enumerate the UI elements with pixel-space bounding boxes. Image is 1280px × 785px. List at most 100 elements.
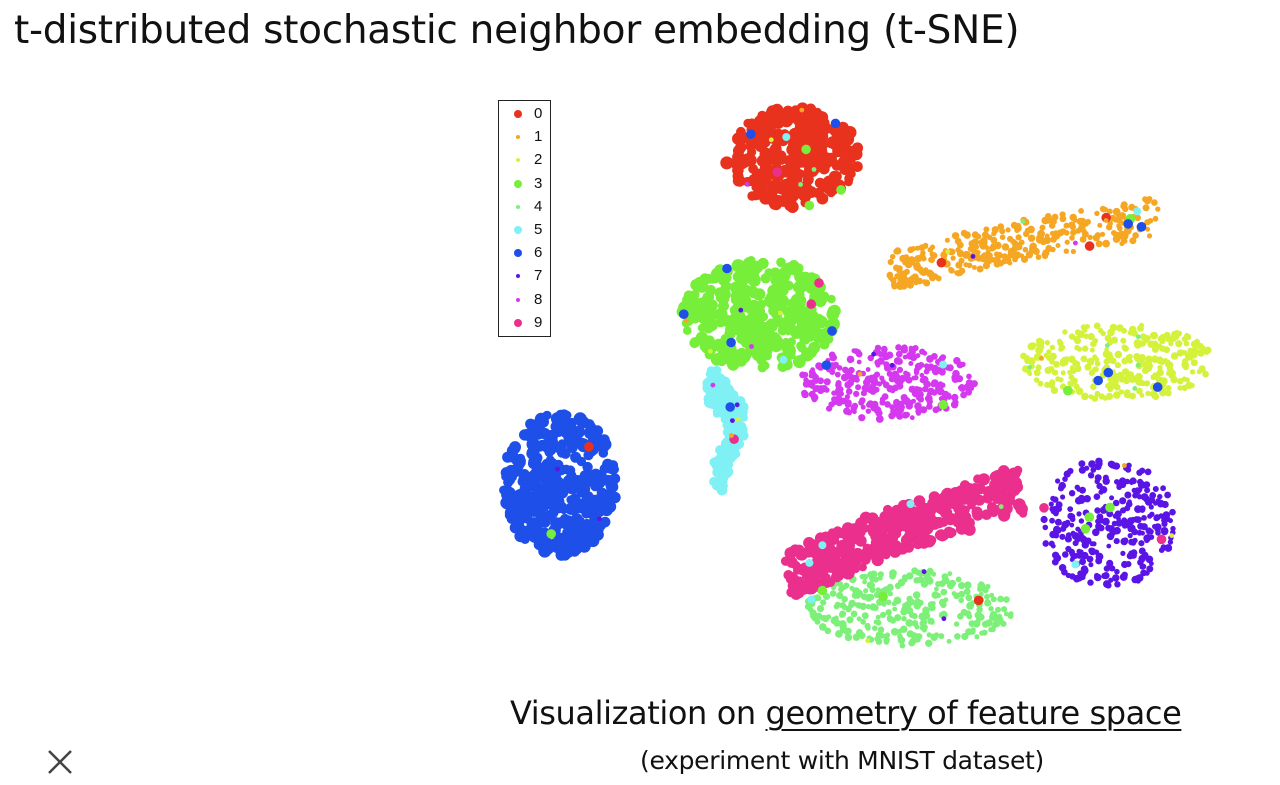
scatter-point [844,381,852,389]
scatter-point [1069,516,1076,523]
scatter-point [1074,484,1080,490]
scatter-point [894,582,902,589]
cluster-3 [676,256,841,373]
scatter-point [990,244,997,251]
scatter-point [932,593,938,599]
scatter-point [693,276,707,290]
scatter-point [1106,383,1112,389]
scatter-point [896,366,904,373]
scatter-point [565,528,579,541]
scatter-point [788,572,797,581]
scatter-point [760,273,771,284]
scatter-point [1020,255,1029,263]
scatter-point [888,544,901,557]
outlier-point [738,307,744,313]
scatter-point [1140,530,1145,536]
scatter-point [838,602,844,608]
scatter-point [1046,349,1052,355]
scatter-point [584,469,594,479]
scatter-point [538,516,551,528]
scatter-point [525,418,536,430]
scatter-point [555,549,568,561]
scatter-point [760,361,770,370]
scatter-point [995,606,1001,613]
scatter-point [899,642,906,649]
scatter-point [976,265,984,273]
scatter-point [845,163,855,172]
scatter-point [1050,236,1057,243]
scatter-point [1080,355,1088,363]
scatter-point [1093,322,1101,330]
scatter-point [1082,230,1089,238]
cluster-2 [1020,322,1212,402]
scatter-point [1157,493,1163,500]
scatter-point [1161,528,1169,536]
scatter-point [1137,559,1144,566]
scatter-point [923,573,932,582]
scatter-point [1008,611,1014,617]
scatter-point [1120,337,1127,344]
scatter-point [1155,530,1161,536]
scatter-point [1144,468,1152,476]
scatter-point [861,384,870,393]
scatter-point [1106,543,1112,549]
scatter-point [802,546,815,558]
scatter-point [891,601,897,607]
scatter-point [539,502,550,512]
scatter-point [841,595,848,603]
scatter-point [1065,572,1072,579]
scatter-point [1181,384,1188,391]
scatter-point [844,394,851,400]
scatter-point [544,540,556,552]
scatter-point [839,610,847,618]
scatter-point [955,247,961,253]
outlier-point [1152,382,1163,392]
scatter-point [1118,230,1125,237]
scatter-point [946,364,954,372]
scatter-point [1127,329,1134,336]
outlier-point [973,595,984,606]
scatter-point [919,620,927,627]
scatter-point [862,543,872,553]
scatter-point [967,246,974,252]
scatter-point [1074,344,1080,351]
scatter-point [881,601,887,607]
scatter-point [934,586,939,592]
scatter-point [1095,557,1103,565]
scatter-point [954,633,961,640]
scatter-point [835,386,843,393]
scatter-point [1039,235,1045,241]
scatter-point [1040,515,1048,524]
scatter-point [815,293,826,304]
scatter-point [1060,494,1066,500]
scatter-point [887,259,894,266]
scatter-point [888,275,894,281]
scatter-point [877,525,887,536]
scatter-point [1039,224,1046,231]
scatter-point [1055,478,1061,484]
scatter-point [683,290,694,301]
close-button[interactable] [44,746,76,778]
scatter-point [914,362,923,371]
scatter-point [1204,349,1210,355]
scatter-point [971,231,979,239]
scatter-point [1081,566,1089,575]
cluster-5 [702,365,749,496]
outlier-point [1084,512,1095,522]
scatter-point [871,403,879,411]
scatter-point [1050,495,1056,502]
outlier-point [814,278,824,288]
scatter-point [992,257,999,264]
figure-caption: Visualization on geometry of feature spa… [510,694,1182,732]
scatter-point [906,603,912,608]
scatter-point [975,619,981,625]
scatter-point [893,411,899,417]
scatter-point [850,407,857,413]
scatter-point [1135,505,1141,511]
scatter-point [800,271,812,283]
scatter-point [907,246,914,254]
scatter-point [880,611,887,619]
scatter-point [1092,366,1098,373]
scatter-point [1186,354,1194,361]
scatter-point [1151,199,1158,206]
